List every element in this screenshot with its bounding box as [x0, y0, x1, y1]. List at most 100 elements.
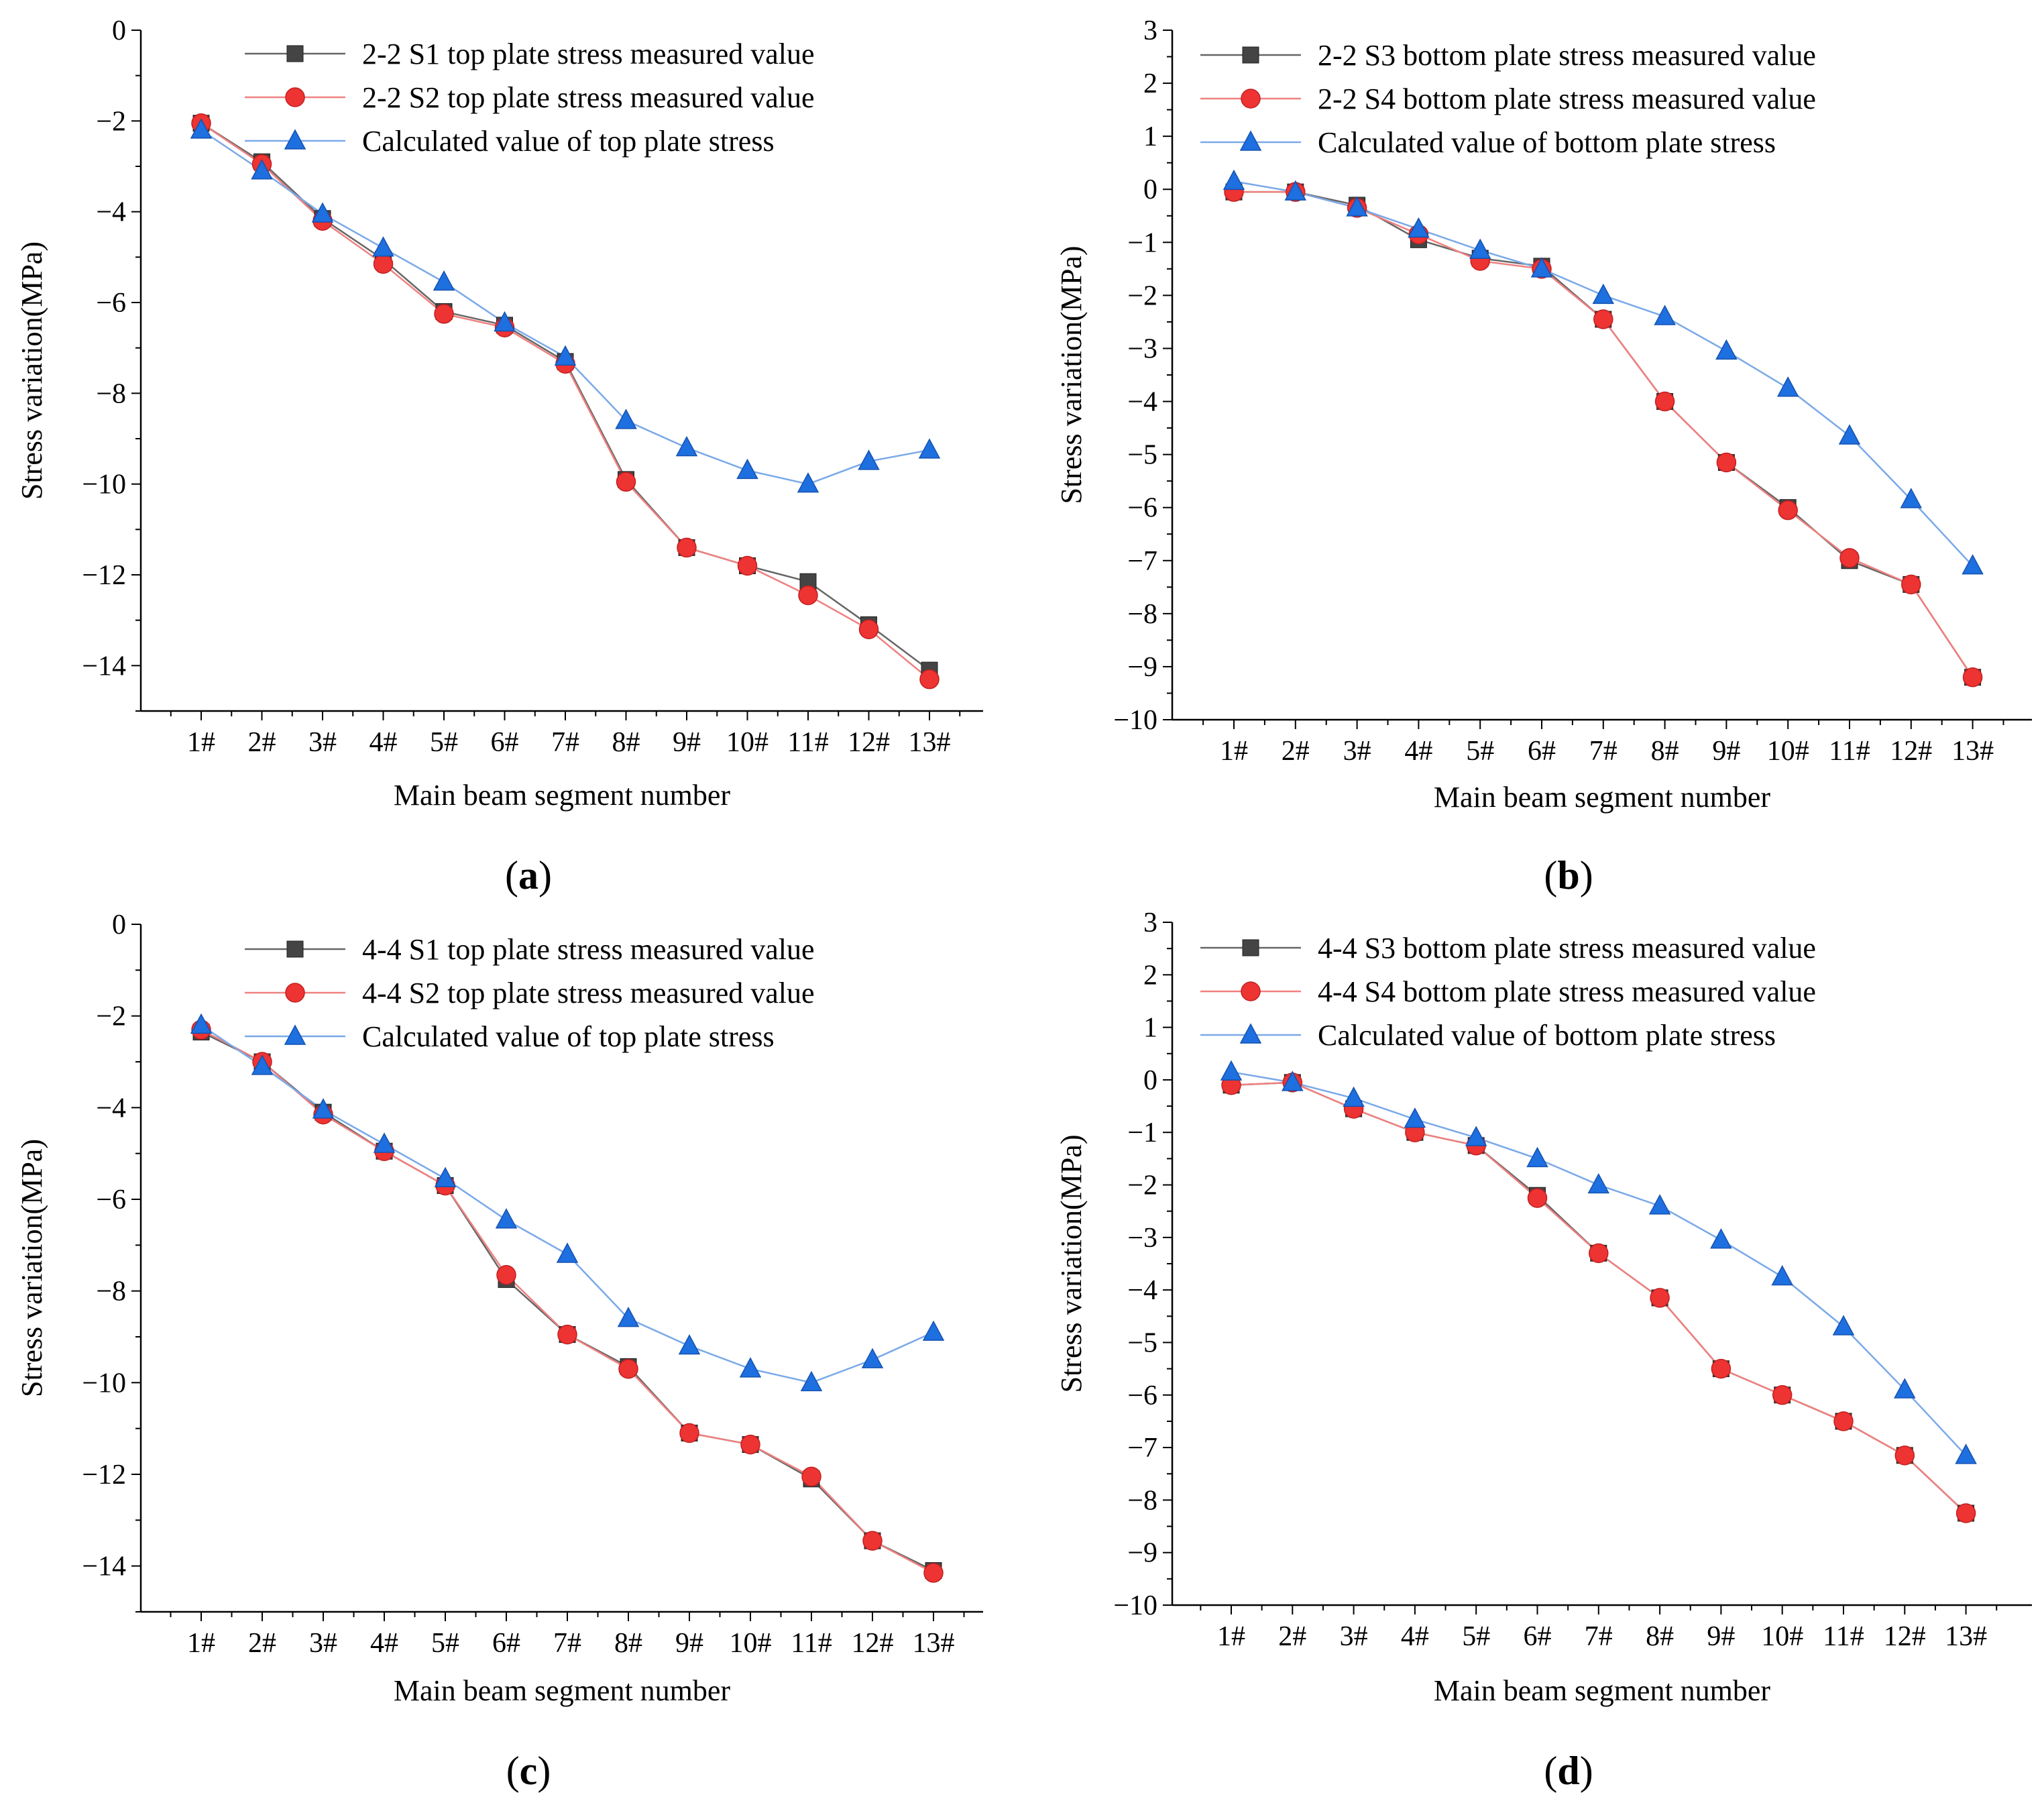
data-point: [1832, 1315, 1855, 1335]
panel-label-open: (: [505, 853, 518, 897]
data-point: [1530, 257, 1553, 278]
x-tick-label: 13#: [1951, 736, 1994, 767]
data-point: [372, 236, 394, 257]
x-tick-label: 3#: [1340, 1621, 1368, 1652]
data-point: [373, 1132, 396, 1153]
data-point: [1900, 488, 1923, 508]
legend-marker: [286, 940, 304, 958]
chart-panel-b: 3 2 1 0 −1 −2 −3 −4 −5 −6 −7 −8 −9 −10 1# 2# 3# 4# 5# 6# 7# 8…: [1055, 15, 2032, 897]
data-point: [1839, 548, 1860, 568]
x-tick-label: 3#: [308, 727, 337, 758]
data-point: [1654, 305, 1676, 325]
legend-entry: Calculated value of bottom plate stress: [1318, 126, 1776, 159]
legend-entry: Calculated value of top plate stress: [362, 125, 775, 158]
data-point: [739, 1357, 762, 1378]
x-tick-label: 5#: [1462, 1621, 1490, 1652]
panel-label-close: ): [538, 853, 552, 897]
data-point: [1654, 391, 1675, 412]
data-point: [1282, 1071, 1304, 1091]
x-tick-label: 3#: [309, 1628, 337, 1659]
data-point: [737, 555, 758, 576]
data-point: [616, 472, 636, 492]
panel-label: (b): [1544, 853, 1593, 897]
y-tick-label: 3: [1143, 908, 1157, 938]
panel-label-letter: b: [1557, 853, 1579, 897]
data-point: [1404, 1107, 1426, 1128]
x-tick-label: 8#: [1651, 736, 1679, 767]
data-point: [251, 1054, 274, 1075]
x-tick-label: 13#: [909, 727, 951, 758]
data-point: [677, 537, 697, 558]
data-point: [1771, 1264, 1793, 1286]
panel-label-open: (: [506, 1749, 520, 1793]
y-tick-label: −14: [82, 651, 126, 681]
y-tick-label: −6: [96, 288, 126, 319]
data-point: [1346, 196, 1368, 217]
series-line-square: [1231, 1081, 1967, 1514]
data-point: [736, 458, 758, 480]
legend: 2-2 S1 top plate stress measured value 2-…: [245, 38, 815, 158]
legend-marker: [1241, 981, 1261, 1001]
x-tick-label: 4#: [1404, 736, 1432, 767]
y-tick-label: −5: [1127, 1327, 1157, 1358]
data-point: [1220, 1060, 1243, 1081]
y-tick-label: −2: [96, 1001, 126, 1032]
x-tick-label: 11#: [787, 727, 828, 758]
data-point: [311, 202, 334, 223]
legend-marker: [286, 45, 304, 62]
series-markers-triangle: [190, 118, 941, 493]
x-tick-label: 2#: [248, 1628, 276, 1659]
x-tick-label: 6#: [1528, 736, 1556, 767]
x-tick-label: 9#: [1707, 1621, 1735, 1652]
data-point: [1838, 424, 1861, 445]
y-tick-label: −1: [1127, 1117, 1157, 1148]
panel-label-letter: a: [518, 853, 538, 897]
x-tick-label: 6#: [1524, 1621, 1552, 1652]
data-point: [1527, 1188, 1548, 1208]
y-tick-label: −9: [1127, 1538, 1157, 1569]
data-point: [740, 1434, 760, 1455]
y-tick-label: −2: [96, 106, 126, 137]
panel-label: (d): [1544, 1749, 1593, 1793]
data-point: [858, 449, 880, 470]
x-tick-label: 8#: [612, 727, 640, 758]
legend-entry: 4-4 S3 bottom plate stress measured valu…: [1318, 932, 1816, 965]
x-axis-label: Main beam segment number: [1434, 1674, 1771, 1707]
data-point: [1833, 1411, 1854, 1431]
x-tick-label: 2#: [1278, 1621, 1306, 1652]
series-markers-circle: [1221, 1073, 1976, 1523]
chart-panel-c: 0 −2 −4 −6 −8 −10 −12 −14 1# 2# 3# 4# 5# 6# 7# 8# 9# 10# 1…: [15, 910, 983, 1793]
y-axis-label: Stress variation(MPa): [1055, 1135, 1088, 1393]
y-tick-label: −10: [82, 470, 126, 500]
x-tick-label: 4#: [370, 1628, 398, 1659]
data-point: [433, 270, 455, 291]
panel-label: (a): [505, 853, 552, 897]
x-tick-label: 10#: [726, 727, 769, 758]
x-tick-label: 9#: [1712, 736, 1740, 767]
x-tick-label: 4#: [1401, 1621, 1429, 1652]
x-tick-label: 12#: [1890, 736, 1932, 767]
y-tick-label: 1: [1143, 121, 1157, 152]
y-tick-label: −7: [1127, 546, 1157, 577]
y-tick-label: −14: [82, 1551, 126, 1582]
legend-entry: 4-4 S1 top plate stress measured value: [362, 933, 815, 966]
panel-label: (c): [506, 1749, 551, 1793]
y-tick-label: 2: [1143, 68, 1157, 99]
x-tick-label: 6#: [492, 1628, 520, 1659]
legend-entry: 2-2 S2 top plate stress measured value: [362, 81, 815, 114]
x-tick-label: 7#: [551, 727, 579, 758]
data-point: [557, 1324, 577, 1345]
series-markers-triangle: [1223, 169, 1984, 575]
x-tick-label: 1#: [1217, 1621, 1245, 1652]
data-point: [1589, 1243, 1609, 1264]
legend: 4-4 S3 bottom plate stress measured valu…: [1200, 932, 1816, 1052]
y-tick-label: 3: [1143, 15, 1157, 46]
data-point: [556, 1242, 579, 1263]
y-tick-label: −2: [1127, 280, 1157, 311]
data-point: [861, 1348, 884, 1368]
y-tick-label: 0: [112, 910, 126, 940]
data-point: [858, 619, 879, 639]
y-tick-label: 0: [1143, 174, 1157, 205]
legend-marker: [285, 983, 305, 1003]
x-tick-label: 9#: [675, 1628, 703, 1659]
